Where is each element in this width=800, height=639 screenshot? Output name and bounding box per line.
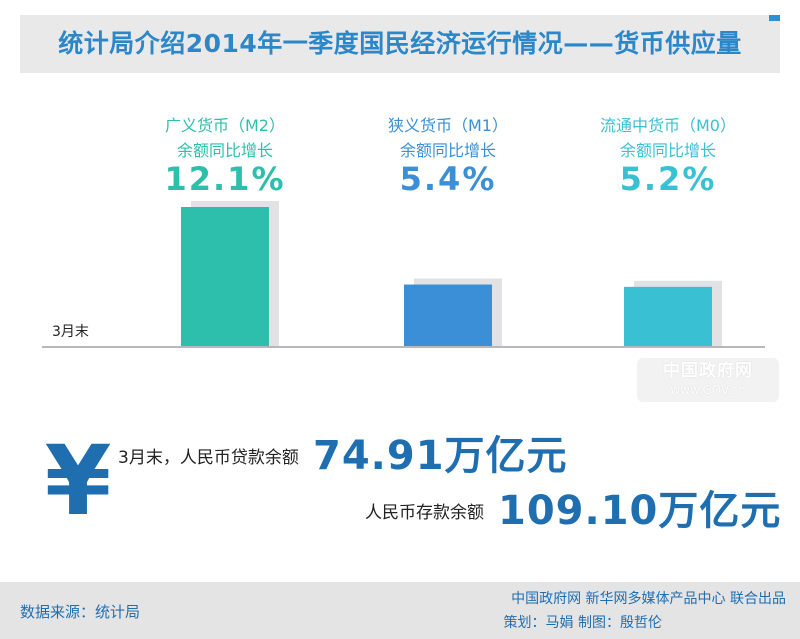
page-title: 统计局介绍2014年一季度国民经济运行情况——货币供应量 [58,29,742,58]
category-label-m2-line2: 余额同比增长 [176,141,273,160]
value-label-m1: 5.4% [399,160,497,198]
category-label-m0-line2: 余额同比增长 [619,141,716,160]
bar-m2 [181,207,269,347]
footer-source: 数据来源：统计局 [20,603,141,621]
axis-label: 3月末 [52,324,89,340]
deposits-value: 109.10万亿元 [498,488,782,534]
watermark-name: 中国政府网 [663,361,753,381]
value-label-m2: 12.1% [164,160,286,198]
category-label-m1-line2: 余额同比增长 [399,141,496,160]
category-label-m1-line1: 狭义货币（M1） [388,116,508,135]
footer-credit-line1: 中国政府网 新华网多媒体产品中心 联合出品 [511,591,786,607]
bar-m1 [404,284,492,347]
category-label-m2-line1: 广义货币（M2） [165,116,285,135]
yen-icon: ¥ [44,425,112,537]
footer-credit-line2: 策划：马娟 制图：殷哲伦 [503,615,662,631]
watermark-url: www.GOV.cn [670,383,746,397]
footer: 数据来源：统计局 中国政府网 新华网多媒体产品中心 联合出品 策划：马娟 制图：… [0,582,800,639]
title-bar: 统计局介绍2014年一季度国民经济运行情况——货币供应量 [20,15,780,73]
bar-m0 [624,286,712,347]
watermark-logo: 中国政府网 www.GOV.cn [637,358,779,402]
loans-label: 3月末，人民币贷款余额 [118,448,299,468]
loans-value: 74.91万亿元 [313,433,568,479]
value-label-m0: 5.2% [619,160,717,198]
title-accent [769,15,780,21]
deposits-label: 人民币存款余额 [365,503,484,523]
bar-chart [42,201,765,348]
category-label-m0-line1: 流通中货币（M0） [600,116,736,135]
